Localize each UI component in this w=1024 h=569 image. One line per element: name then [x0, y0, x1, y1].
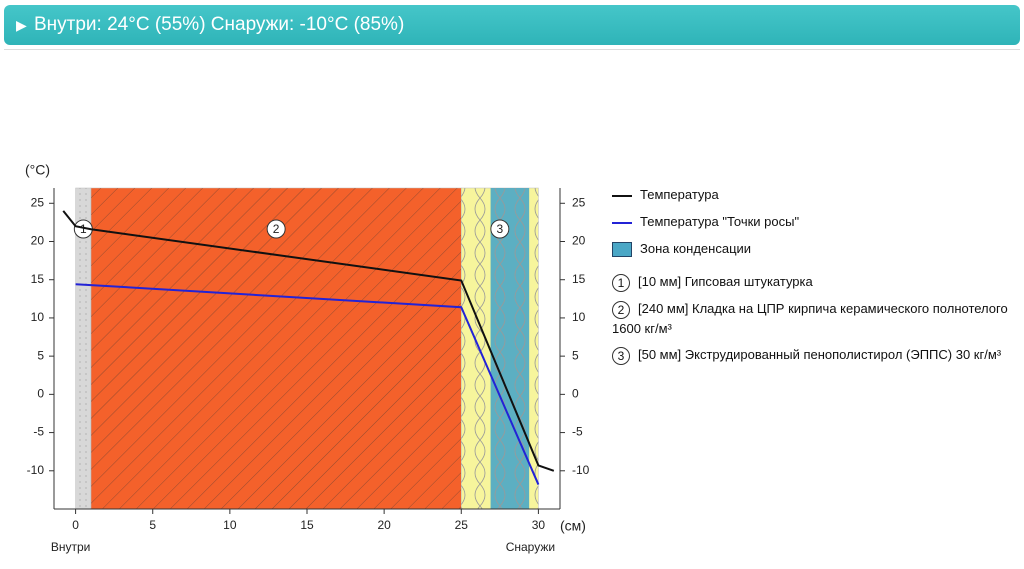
legend-swatch	[612, 194, 632, 197]
y-tick-label: 10	[31, 310, 45, 324]
y-tick-label: 20	[31, 234, 45, 248]
series-line	[75, 283, 540, 485]
legend-item: Зона конденсации	[612, 239, 1012, 259]
x-tick-label: 20	[377, 518, 391, 532]
legend-number: 1	[612, 273, 630, 292]
y-tick-label: 0	[37, 387, 44, 401]
legend-label: [50 мм] Экструдированный пенополистирол …	[638, 347, 1002, 362]
y2-tick-label: -5	[572, 425, 583, 439]
inside-label: Внутри	[51, 540, 91, 554]
x-tick-label: 30	[532, 518, 546, 532]
legend-swatch	[612, 221, 632, 224]
y-tick-label: 25	[31, 195, 45, 209]
layer-number: 2	[273, 222, 280, 236]
legend-swatch	[612, 242, 632, 258]
y2-tick-label: -10	[572, 463, 590, 477]
legend-label: Температура	[640, 187, 719, 202]
legend-number: 3	[612, 346, 630, 365]
y2-tick-label: 25	[572, 195, 586, 209]
legend-label: [240 мм] Кладка на ЦПР кирпича керамичес…	[612, 301, 1008, 336]
legend-label: [10 мм] Гипсовая штукатурка	[638, 274, 813, 289]
layer-number: 3	[496, 222, 503, 236]
legend-item: 1 [10 мм] Гипсовая штукатурка	[612, 272, 1012, 292]
layer-texture	[91, 188, 462, 509]
x-tick-label: 15	[300, 518, 314, 532]
x-tick-label: 5	[149, 518, 156, 532]
legend-item: Температура	[612, 185, 1012, 205]
y2-tick-label: 20	[572, 234, 586, 248]
header-title[interactable]: Внутри: 24°C (55%) Снаружи: -10°C (85%)	[34, 14, 405, 35]
series-line	[62, 210, 555, 472]
legend-item: 2 [240 мм] Кладка на ЦПР кирпича керамиче…	[612, 299, 1012, 339]
x-tick-label: 25	[455, 518, 469, 532]
y2-tick-label: 5	[572, 348, 579, 362]
layer-marker	[490, 219, 510, 239]
legend-item: 3 [50 мм] Экструдированный пенополистирол…	[612, 345, 1012, 365]
layer-texture	[75, 188, 92, 509]
y-tick-label: -5	[33, 425, 44, 439]
legend-item: Температура "Точки росы"	[612, 212, 1012, 232]
x-tick-label: 0	[72, 518, 79, 532]
y-tick-label: 5	[37, 348, 44, 362]
legend-label: Температура "Точки росы"	[640, 214, 800, 229]
y2-tick-label: 10	[572, 310, 586, 324]
layer-marker	[266, 219, 286, 239]
outside-label: Снаружи	[506, 540, 555, 554]
expand-icon[interactable]: ▶	[16, 17, 27, 33]
header-bar[interactable]: ▶ Внутри: 24°C (55%) Снаружи: -10°C (85%)	[4, 5, 1020, 45]
layer-number: 1	[80, 222, 87, 236]
y-axis-label: (°C)	[25, 162, 50, 178]
y2-tick-label: 0	[572, 387, 579, 401]
y2-tick-label: 15	[572, 272, 586, 286]
x-tick-label: 10	[223, 518, 237, 532]
y-tick-label: 15	[31, 272, 45, 286]
x-axis-label: (см)	[560, 518, 586, 534]
y-tick-label: -10	[27, 463, 45, 477]
legend-number: 2	[612, 300, 630, 319]
legend-label: Зона конденсации	[640, 241, 752, 256]
divider	[4, 49, 1020, 50]
